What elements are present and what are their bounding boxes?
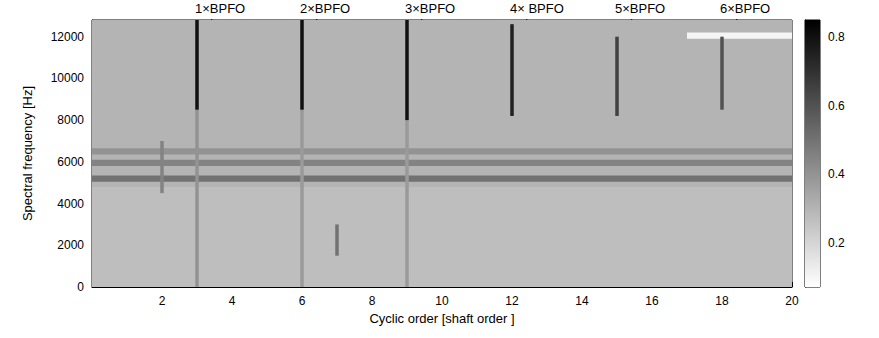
- svg-text:0.8: 0.8: [828, 30, 845, 44]
- svg-text:8: 8: [369, 294, 376, 308]
- svg-text:6: 6: [299, 294, 306, 308]
- svg-text:14: 14: [575, 294, 589, 308]
- svg-text:20: 20: [785, 294, 799, 308]
- svg-text:4× BPFO: 4× BPFO: [510, 1, 564, 16]
- svg-text:6×BPFO: 6×BPFO: [720, 1, 770, 16]
- svg-text:0.6: 0.6: [828, 99, 845, 113]
- svg-text:0.4: 0.4: [828, 167, 845, 181]
- svg-text:2×BPFO: 2×BPFO: [300, 1, 350, 16]
- svg-text:0: 0: [77, 280, 84, 294]
- svg-text:4000: 4000: [57, 197, 84, 211]
- svg-text:0.2: 0.2: [828, 236, 845, 250]
- svg-text:10: 10: [435, 294, 449, 308]
- svg-text:5×BPFO: 5×BPFO: [615, 1, 665, 16]
- svg-text:8000: 8000: [57, 113, 84, 127]
- svg-text:2000: 2000: [57, 238, 84, 252]
- svg-text:18: 18: [715, 294, 729, 308]
- svg-text:4: 4: [229, 294, 236, 308]
- svg-text:1×BPFO: 1×BPFO: [195, 1, 245, 16]
- svg-text:Cyclic order [shaft order ]: Cyclic order [shaft order ]: [369, 311, 514, 326]
- svg-text:3×BPFO: 3×BPFO: [405, 1, 455, 16]
- svg-text:Spectral frequency [Hz]: Spectral frequency [Hz]: [20, 86, 35, 221]
- svg-text:12: 12: [505, 294, 519, 308]
- svg-text:10000: 10000: [51, 71, 85, 85]
- svg-text:6000: 6000: [57, 155, 84, 169]
- svg-text:2: 2: [159, 294, 166, 308]
- svg-text:12000: 12000: [51, 30, 85, 44]
- svg-text:16: 16: [645, 294, 659, 308]
